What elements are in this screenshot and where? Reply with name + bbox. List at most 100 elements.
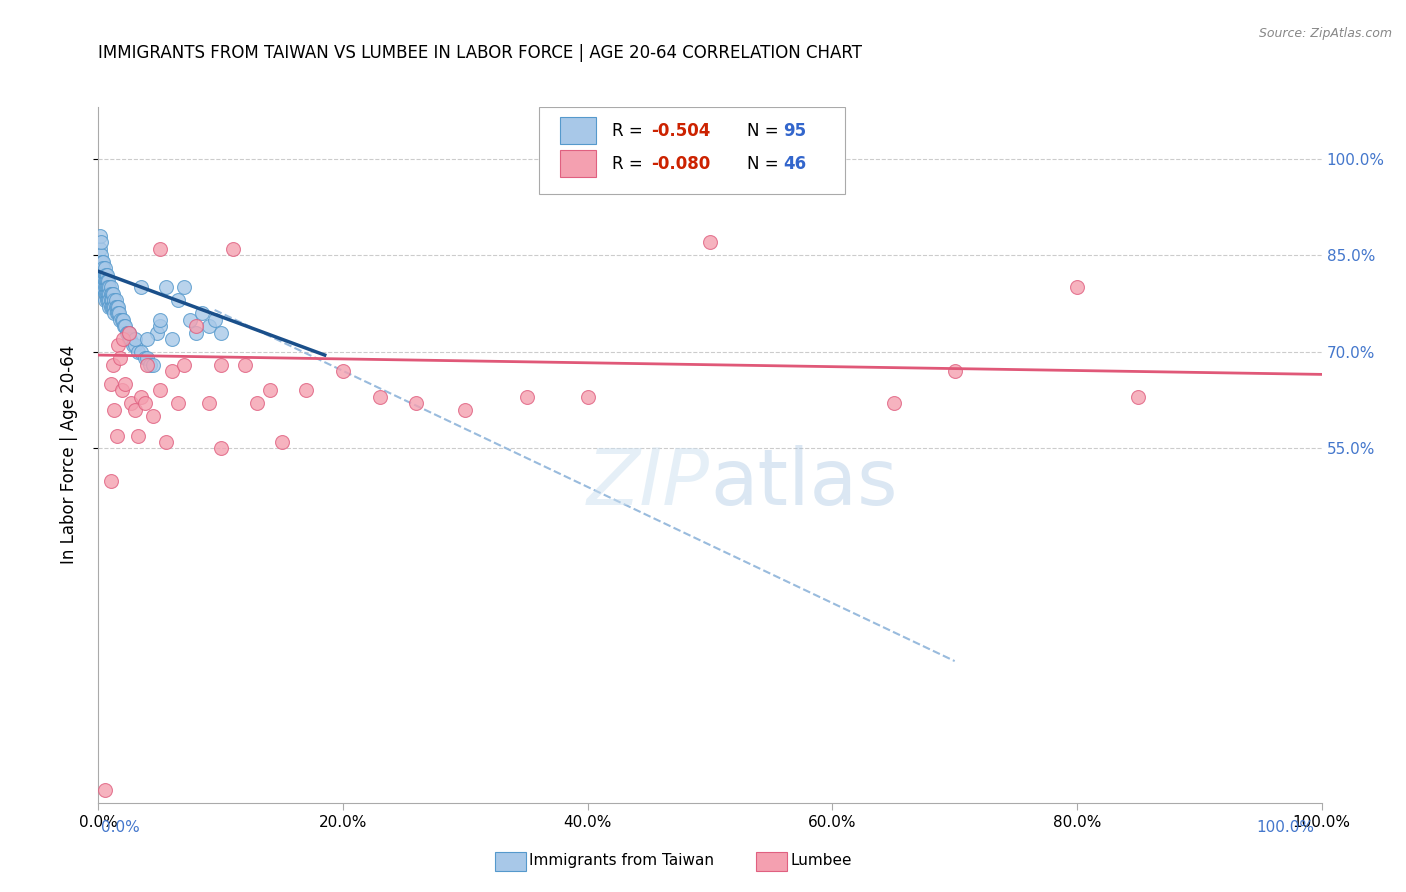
Point: [97, 286, 120, 301]
Point: [149, 242, 172, 256]
Point: [100, 286, 122, 301]
Point: [91, 274, 114, 288]
Point: [91, 261, 114, 276]
Point: [101, 300, 124, 314]
Point: [114, 377, 136, 392]
Point: [104, 300, 127, 314]
Point: [89, 228, 111, 243]
Point: [191, 306, 214, 320]
Point: [883, 396, 905, 410]
Point: [91, 274, 114, 288]
Point: [100, 280, 122, 294]
Point: [104, 293, 127, 308]
Point: [103, 402, 125, 417]
Point: [368, 390, 391, 404]
Text: R =: R =: [612, 122, 648, 140]
Point: [943, 364, 966, 378]
Text: IMMIGRANTS FROM TAIWAN VS LUMBEE IN LABOR FORCE | AGE 20-64 CORRELATION CHART: IMMIGRANTS FROM TAIWAN VS LUMBEE IN LABO…: [98, 45, 862, 62]
Text: Lumbee: Lumbee: [790, 854, 852, 868]
Point: [89, 254, 111, 268]
Point: [699, 235, 721, 250]
Point: [204, 312, 226, 326]
Point: [186, 326, 208, 340]
Point: [101, 358, 124, 372]
Point: [173, 280, 195, 294]
Point: [515, 390, 537, 404]
Point: [98, 293, 121, 308]
Text: N =: N =: [747, 155, 783, 173]
Point: [127, 428, 149, 442]
Point: [155, 280, 177, 294]
Point: [91, 280, 114, 294]
Point: [233, 358, 256, 372]
Point: [97, 293, 120, 308]
Point: [91, 254, 114, 268]
Point: [96, 293, 118, 308]
Point: [160, 364, 183, 378]
Point: [124, 332, 146, 346]
Point: [149, 319, 172, 334]
Text: ZIP: ZIP: [588, 445, 710, 521]
Point: [91, 280, 114, 294]
Point: [197, 396, 219, 410]
Point: [96, 268, 118, 282]
Point: [454, 402, 477, 417]
Point: [93, 293, 115, 308]
Point: [222, 242, 245, 256]
Y-axis label: In Labor Force | Age 20-64: In Labor Force | Age 20-64: [59, 345, 77, 565]
Point: [110, 312, 132, 326]
Point: [94, 274, 117, 288]
Point: [103, 300, 125, 314]
Point: [96, 286, 118, 301]
Point: [114, 319, 136, 334]
Point: [100, 474, 122, 488]
Point: [146, 326, 169, 340]
Point: [209, 358, 232, 372]
Point: [121, 338, 143, 352]
FancyBboxPatch shape: [560, 118, 596, 144]
FancyBboxPatch shape: [538, 107, 845, 194]
Point: [107, 306, 129, 320]
Text: Immigrants from Taiwan: Immigrants from Taiwan: [529, 854, 714, 868]
Point: [111, 384, 134, 398]
Point: [90, 248, 112, 262]
Point: [94, 268, 117, 282]
Point: [111, 332, 134, 346]
Point: [112, 319, 135, 334]
Point: [173, 358, 195, 372]
Point: [197, 319, 219, 334]
Point: [127, 344, 149, 359]
Point: [149, 384, 172, 398]
Point: [129, 390, 152, 404]
Point: [167, 396, 190, 410]
Point: [129, 344, 152, 359]
Point: [246, 396, 269, 410]
Point: [94, 286, 117, 301]
Point: [259, 384, 281, 398]
Point: [136, 351, 159, 366]
Point: [105, 428, 128, 442]
Text: 95: 95: [783, 122, 807, 140]
Point: [136, 358, 159, 372]
Text: -0.080: -0.080: [651, 155, 710, 173]
Point: [96, 274, 118, 288]
Point: [101, 293, 124, 308]
Point: [179, 312, 201, 326]
Point: [93, 280, 115, 294]
Point: [134, 396, 156, 410]
Point: [270, 435, 294, 450]
Text: 46: 46: [783, 155, 807, 173]
Point: [100, 293, 122, 308]
Point: [93, 261, 115, 276]
Point: [98, 300, 121, 314]
Point: [405, 396, 427, 410]
Point: [101, 286, 124, 301]
Point: [209, 442, 232, 456]
Point: [134, 351, 156, 366]
Point: [93, 286, 115, 301]
Point: [576, 390, 599, 404]
Point: [209, 326, 232, 340]
Point: [91, 268, 114, 282]
Text: atlas: atlas: [710, 445, 897, 521]
Point: [118, 326, 141, 340]
